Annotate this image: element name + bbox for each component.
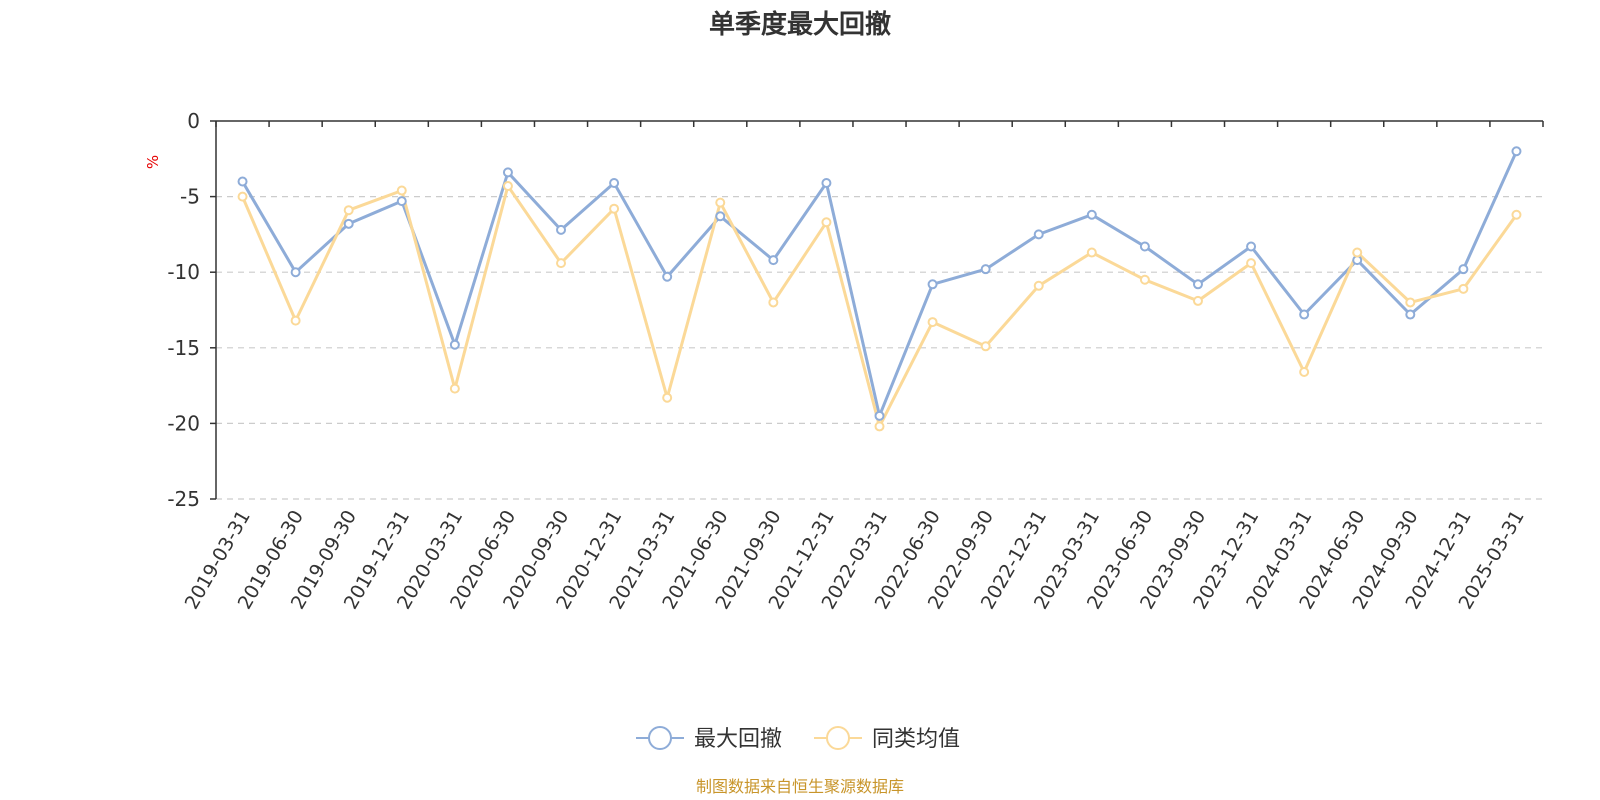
y-tick-label: -15 [167, 336, 200, 360]
data-point[interactable] [449, 383, 460, 394]
legend-item-series-1[interactable]: 同类均值 [814, 726, 960, 752]
data-point[interactable] [980, 341, 991, 352]
data-point[interactable] [609, 177, 620, 188]
data-point[interactable] [1352, 247, 1363, 258]
data-point[interactable] [927, 279, 938, 290]
data-point[interactable] [556, 258, 567, 269]
data-point[interactable] [715, 197, 726, 208]
data-points [237, 146, 1522, 432]
legend: 最大回撤 同类均值 [636, 726, 960, 752]
y-tick-label: -5 [180, 185, 200, 209]
data-point[interactable] [396, 196, 407, 207]
data-point[interactable] [237, 191, 248, 202]
data-point[interactable] [449, 339, 460, 350]
data-point[interactable] [1511, 209, 1522, 220]
data-point[interactable] [343, 205, 354, 216]
data-point[interactable] [874, 421, 885, 432]
data-point[interactable] [715, 211, 726, 222]
chart-title: 单季度最大回撤 [709, 9, 891, 40]
data-point[interactable] [821, 217, 832, 228]
x-tick-labels: 2019-03-312019-06-302019-09-302019-12-31… [181, 506, 1529, 613]
data-point[interactable] [1086, 247, 1097, 258]
data-point[interactable] [1299, 366, 1310, 377]
data-point[interactable] [1033, 280, 1044, 291]
data-point[interactable] [1511, 146, 1522, 157]
series-line-0 [241, 150, 1518, 418]
data-point[interactable] [980, 264, 991, 275]
series-lines [241, 150, 1518, 428]
data-point[interactable] [1139, 241, 1150, 252]
data-point[interactable] [1192, 279, 1203, 290]
data-point[interactable] [1405, 309, 1416, 320]
data-point[interactable] [502, 167, 513, 178]
y-tick-label: 0 [187, 109, 200, 133]
legend-marker-series-0 [648, 726, 672, 750]
y-tick-label: -20 [167, 411, 200, 435]
data-point[interactable] [768, 297, 779, 308]
legend-label-series-1: 同类均值 [872, 727, 960, 752]
data-point[interactable] [874, 410, 885, 421]
data-point[interactable] [927, 317, 938, 328]
y-axis-unit: % [144, 155, 162, 169]
data-point[interactable] [290, 267, 301, 278]
data-point[interactable] [237, 176, 248, 187]
data-point[interactable] [1192, 295, 1203, 306]
data-source-note: 制图数据来自恒生聚源数据库 [696, 777, 904, 796]
data-point[interactable] [609, 203, 620, 214]
y-tick-label: -25 [167, 487, 200, 511]
data-point[interactable] [396, 185, 407, 196]
grid-lines [216, 196, 1543, 500]
y-tick-labels: 0 -5 -10 -15 -20 -25 [167, 109, 200, 511]
data-point[interactable] [343, 218, 354, 229]
data-point[interactable] [502, 181, 513, 192]
data-point[interactable] [768, 255, 779, 266]
legend-label-series-0: 最大回撤 [694, 727, 782, 752]
data-point[interactable] [1458, 264, 1469, 275]
data-point[interactable] [1458, 283, 1469, 294]
data-point[interactable] [1405, 297, 1416, 308]
legend-item-series-0[interactable]: 最大回撤 [636, 726, 782, 752]
axes [210, 120, 1544, 500]
data-point[interactable] [1246, 258, 1257, 269]
data-point[interactable] [662, 392, 673, 403]
data-point[interactable] [821, 177, 832, 188]
data-point[interactable] [662, 271, 673, 282]
data-point[interactable] [1033, 229, 1044, 240]
y-tick-label: -10 [167, 260, 200, 284]
data-point[interactable] [290, 315, 301, 326]
data-point[interactable] [556, 224, 567, 235]
data-point[interactable] [1299, 309, 1310, 320]
data-point[interactable] [1139, 274, 1150, 285]
series-line-1 [241, 184, 1518, 428]
data-point[interactable] [1246, 241, 1257, 252]
data-point[interactable] [1086, 209, 1097, 220]
legend-marker-series-1 [826, 726, 850, 750]
